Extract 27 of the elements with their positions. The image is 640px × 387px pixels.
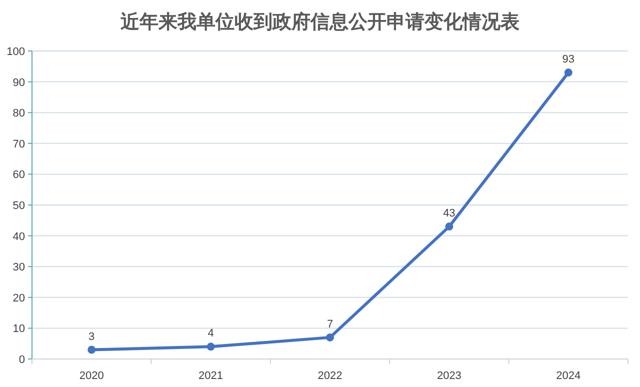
y-tick-label: 70 (12, 138, 25, 150)
x-tick-label: 2021 (198, 370, 224, 382)
y-tick-label: 20 (12, 292, 25, 304)
y-tick-label: 40 (12, 230, 25, 243)
y-tick-label: 60 (12, 169, 25, 182)
data-label: 3 (88, 330, 95, 343)
x-tick-label: 2022 (318, 370, 342, 382)
y-tick-label: 30 (12, 262, 25, 274)
point (445, 222, 454, 231)
x-tick-label: 2023 (436, 370, 462, 382)
data-label: 93 (562, 54, 575, 66)
point (326, 333, 334, 342)
chart-title: 近年来我单位收到政府信息公开申请变化情况表 (120, 11, 520, 33)
point (88, 346, 96, 354)
point (206, 342, 215, 351)
data-label: 43 (443, 208, 456, 220)
data-label: 7 (326, 318, 334, 330)
y-tick-label: 10 (12, 323, 25, 336)
y-tick-label: 50 (12, 200, 25, 212)
y-tick-label: 80 (12, 108, 25, 120)
data-label: 4 (208, 328, 214, 340)
y-tick-label: 100 (6, 46, 25, 58)
x-tick-label: 2024 (556, 370, 581, 382)
y-tick-label: 90 (12, 76, 25, 89)
point (564, 68, 572, 77)
y-tick-label: 0 (18, 354, 25, 366)
x-tick-label: 2020 (79, 370, 104, 382)
